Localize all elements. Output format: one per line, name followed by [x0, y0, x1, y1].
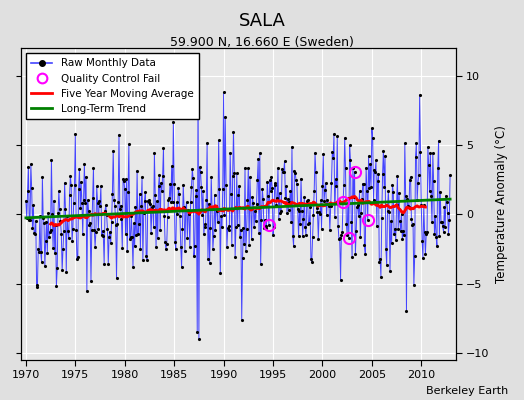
Legend: Raw Monthly Data, Quality Control Fail, Five Year Moving Average, Long-Term Tren: Raw Monthly Data, Quality Control Fail, …: [26, 53, 199, 119]
Text: Berkeley Earth: Berkeley Earth: [426, 386, 508, 396]
Text: SALA: SALA: [238, 12, 286, 30]
Y-axis label: Temperature Anomaly (°C): Temperature Anomaly (°C): [495, 125, 508, 283]
Text: 59.900 N, 16.660 E (Sweden): 59.900 N, 16.660 E (Sweden): [170, 36, 354, 49]
